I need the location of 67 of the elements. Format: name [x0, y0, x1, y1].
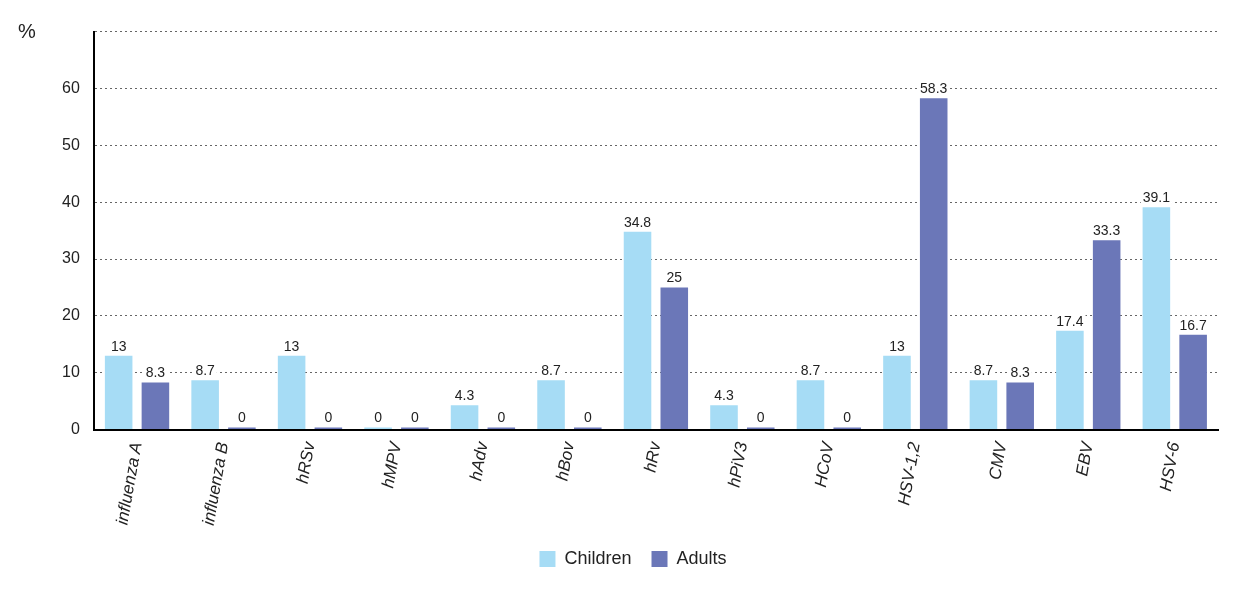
data-label: 13 — [283, 337, 300, 354]
data-label: 0 — [583, 409, 592, 426]
x-tick-label: hRv — [640, 439, 665, 474]
bar — [796, 380, 825, 430]
data-label: 13 — [110, 337, 127, 354]
bar — [1142, 207, 1171, 430]
data-label: 8.7 — [973, 362, 994, 379]
data-label: 39.1 — [1142, 189, 1171, 206]
data-label: 34.8 — [623, 213, 652, 230]
data-label: 8.3 — [1010, 364, 1031, 381]
x-tick-label: HSV-6 — [1156, 440, 1184, 493]
data-label: 17.4 — [1056, 312, 1084, 329]
bar — [969, 380, 998, 430]
data-label: 0 — [374, 409, 383, 426]
x-tick-label: HSV-1,2 — [894, 440, 925, 507]
x-tick-label: influenza A — [112, 440, 146, 527]
y-tick-label: 40 — [62, 192, 80, 210]
x-tick-label: hBov — [552, 439, 579, 483]
bar — [1179, 334, 1207, 430]
x-tick-label: CMV — [985, 438, 1011, 482]
bar — [1006, 382, 1034, 430]
x-tick-label: HCoV — [810, 438, 838, 489]
data-label: 8.7 — [541, 362, 561, 379]
x-tick-label: hRSv — [292, 439, 319, 485]
y-tick-label: 50 — [62, 135, 80, 153]
data-label: 4.3 — [714, 387, 734, 404]
data-label: 13 — [889, 337, 905, 354]
y-tick-label: 30 — [62, 249, 80, 267]
bar — [277, 355, 306, 430]
bar — [1056, 330, 1084, 430]
bar — [710, 405, 738, 430]
data-label: 0 — [410, 409, 419, 426]
y-axis-title: % — [18, 19, 36, 42]
bar — [537, 380, 565, 430]
data-label: 0 — [497, 409, 506, 426]
data-label: 8.7 — [195, 362, 216, 379]
bar — [191, 380, 219, 430]
data-label: 4.3 — [454, 387, 475, 404]
x-tick-label: hMPV — [378, 438, 406, 490]
legend-label: Adults — [676, 547, 727, 568]
y-tick-label: 0 — [70, 420, 80, 438]
data-label: 58.3 — [920, 79, 948, 96]
bar — [623, 231, 652, 430]
data-label: 8.7 — [800, 362, 821, 379]
x-tick-label: influenza B — [198, 440, 233, 527]
x-tick-label: hAdv — [466, 439, 492, 483]
bar — [450, 405, 479, 430]
data-label: 0 — [237, 409, 246, 426]
data-label: 0 — [324, 409, 333, 426]
data-label: 25 — [666, 269, 683, 286]
data-label: 16.7 — [1179, 316, 1207, 333]
x-tick-label: EBV — [1072, 438, 1098, 478]
x-tick-label: hPiV3 — [724, 440, 752, 489]
data-label: 33.3 — [1093, 222, 1121, 239]
data-label: 0 — [756, 409, 765, 426]
y-tick-label: 60 — [62, 78, 80, 96]
data-label: 0 — [843, 409, 852, 426]
legend-label: Children — [564, 547, 632, 568]
bar — [1092, 240, 1121, 430]
bar — [660, 287, 689, 430]
data-label: 8.3 — [145, 364, 166, 381]
bar — [919, 98, 948, 430]
bar — [141, 382, 170, 430]
y-tick-label: 10 — [62, 363, 80, 381]
bar — [104, 355, 133, 430]
bar — [883, 355, 911, 430]
y-tick-label: 20 — [62, 306, 80, 324]
